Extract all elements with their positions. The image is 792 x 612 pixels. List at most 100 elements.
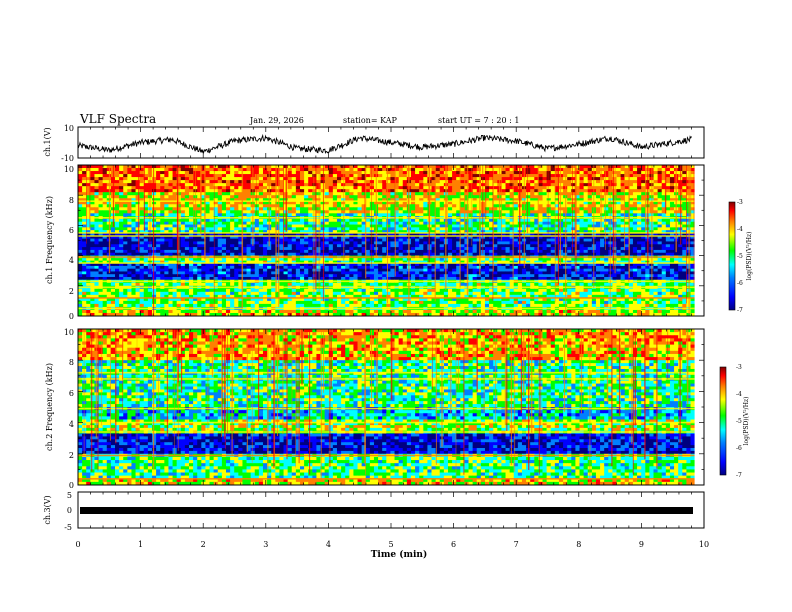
spec-cell (156, 180, 161, 184)
spec-cell (78, 183, 83, 187)
spec-cell (423, 201, 428, 205)
spec-cell (657, 230, 663, 234)
spec-cell (489, 174, 494, 178)
spec-cell (110, 235, 116, 240)
spec-cell (600, 192, 605, 196)
spec-cell (213, 177, 219, 181)
spec-cell (472, 210, 478, 214)
spec-cell (131, 180, 136, 184)
spec-cell (357, 183, 363, 187)
spec-cell (583, 230, 589, 234)
spec-cell (180, 213, 186, 217)
spec-cell (143, 189, 149, 193)
spec-cell (156, 244, 161, 248)
spec-cell (82, 168, 87, 172)
spec-cell (151, 227, 157, 231)
spec-cell (452, 252, 457, 256)
spec-cell (365, 192, 371, 196)
spec-cell (390, 189, 395, 193)
spec-cell (98, 204, 104, 208)
spec-cell (279, 230, 284, 234)
spec-cell (180, 227, 186, 231)
spec-cell (304, 171, 309, 175)
spec-cell (291, 207, 297, 211)
spec-cell (632, 210, 638, 214)
spec-cell (131, 213, 136, 217)
spec-cell (513, 213, 519, 217)
spec-cell (78, 198, 83, 202)
spec-cell (456, 213, 461, 217)
spec-cell (221, 230, 227, 234)
spec-cell (501, 204, 506, 208)
spec-cell (205, 174, 210, 178)
spec-cell (554, 180, 560, 184)
spec-cell (620, 258, 626, 262)
spec-cell (575, 183, 580, 187)
spec-cell (386, 180, 391, 184)
spec-cell (86, 218, 91, 223)
spec-cell (217, 218, 223, 223)
spec-cell (620, 183, 626, 187)
spec-cell (295, 201, 301, 205)
spec-cell (230, 238, 235, 242)
spec-cell (345, 232, 350, 237)
spec-cell (312, 213, 317, 217)
spec-cell (509, 177, 515, 181)
spec-cell (595, 252, 601, 256)
spec-cell (98, 235, 104, 240)
spec-cell (484, 258, 490, 262)
spec-cell (151, 168, 157, 172)
spec-cell (242, 189, 247, 193)
spec-cell (246, 258, 252, 262)
spec-cell (221, 177, 227, 181)
spec-cell (472, 230, 478, 234)
spec-cell (98, 201, 104, 205)
spec-cell (665, 210, 671, 214)
spec-cell (583, 238, 589, 242)
spec-cell (115, 210, 120, 214)
spec-cell (657, 189, 663, 193)
spec-cell (180, 180, 186, 184)
spec-cell (579, 210, 585, 214)
spec-cell (143, 238, 149, 242)
spec-cell (439, 227, 445, 231)
spec-cell (386, 224, 391, 228)
spec-cell (213, 218, 219, 223)
spec-cell (238, 238, 243, 242)
spec-cell (439, 192, 445, 196)
spec-cell (254, 235, 260, 240)
spec-cell (410, 213, 416, 217)
spec-cell (641, 221, 646, 225)
spec-cell (209, 177, 215, 181)
spec-cell (324, 227, 330, 231)
date-label: Jan. 29, 2026 (249, 116, 304, 125)
spec-cell (378, 241, 383, 245)
spec-cell (369, 168, 375, 172)
spec-cell (390, 221, 395, 225)
spec-cell (361, 230, 367, 234)
spec-cell (328, 192, 334, 196)
spec-cell (271, 174, 276, 178)
spec-cell (489, 204, 494, 208)
spec-cell (468, 165, 474, 169)
spec-cell (238, 207, 243, 211)
spec-cell (287, 238, 293, 242)
spec-cell (509, 213, 515, 217)
spec-cell (341, 241, 346, 245)
spec-cell (410, 180, 416, 184)
spec-cell (115, 177, 120, 181)
spec-cell (661, 210, 667, 214)
spec-cell (151, 195, 157, 199)
spec-cell (164, 232, 169, 237)
spec-cell (98, 252, 104, 256)
spec-cell (435, 244, 441, 248)
spec-cell (534, 192, 539, 196)
spec-cell (567, 210, 572, 214)
spec-cell (135, 252, 141, 256)
spec-cell (542, 186, 548, 190)
spec-cell (299, 252, 305, 256)
spec-cell (554, 252, 560, 256)
spec-cell (632, 238, 638, 242)
spec-cell (291, 174, 297, 178)
spec-cell (242, 221, 247, 225)
